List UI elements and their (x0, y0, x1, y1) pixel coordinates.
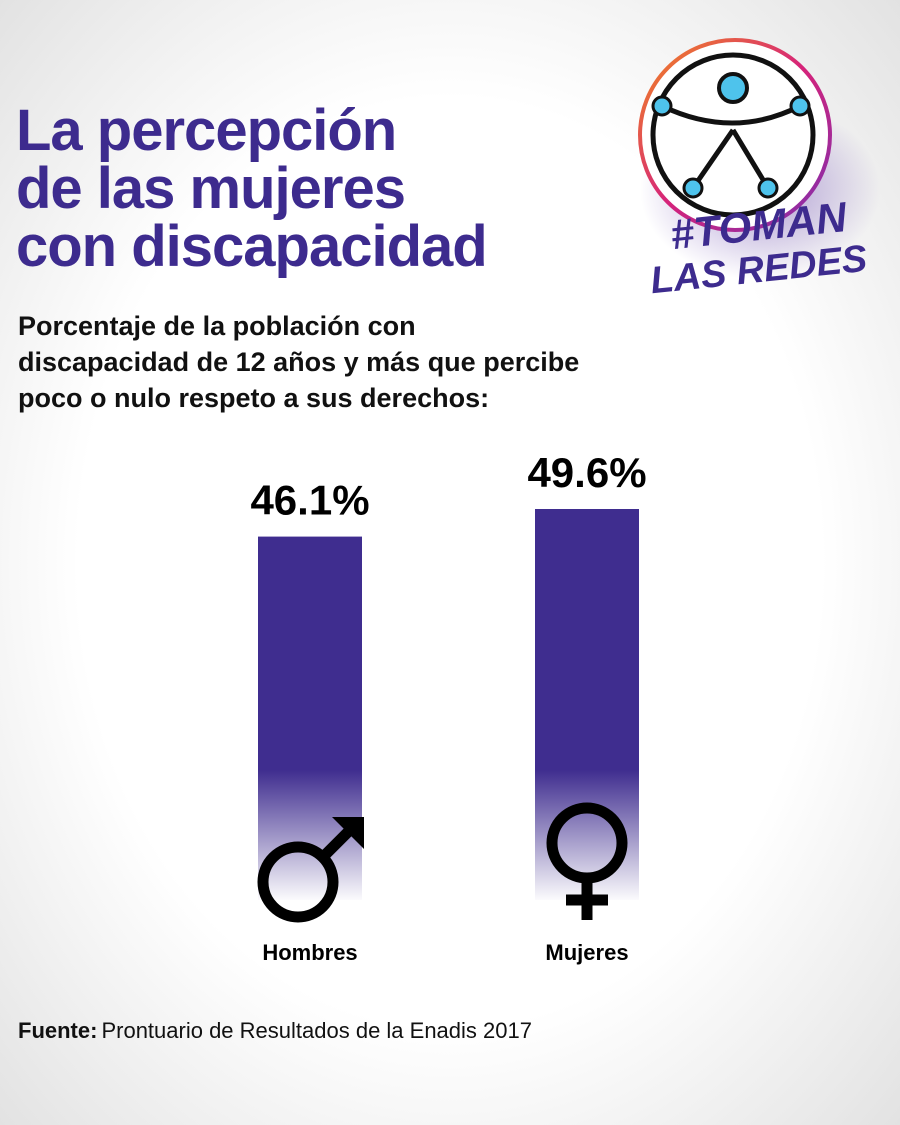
value-label: 46.1% (250, 477, 369, 524)
title-line: La percepción (16, 98, 396, 163)
subtitle-line: Porcentaje de la población con (18, 311, 416, 341)
logo-dot (651, 95, 673, 117)
value-label: 49.6% (527, 449, 646, 496)
logo-figure (660, 103, 802, 190)
logo: #TOMAN LAS REDES (638, 38, 880, 302)
male-arrowhead (332, 817, 364, 849)
subtitle-line: discapacidad de 12 años y más que percib… (18, 347, 579, 377)
subtitle-line: poco o nulo respeto a sus derechos: (18, 383, 489, 413)
subtitle: Porcentaje de la población con discapacid… (18, 311, 579, 413)
source-label: Fuente: (18, 1018, 97, 1043)
logo-head (717, 72, 749, 104)
source: Fuente: Prontuario de Resultados de la En… (18, 1018, 532, 1043)
logo-dot (757, 177, 779, 199)
female-symbol (546, 802, 628, 920)
title-line: de las mujeres (16, 156, 405, 221)
source-text: Prontuario de Resultados de la Enadis 20… (101, 1018, 532, 1043)
title-line: con discapacidad (16, 214, 487, 279)
logo-dot (789, 95, 811, 117)
logo-circle (650, 52, 816, 218)
category-label: Hombres (262, 940, 357, 965)
logo-dot (682, 177, 704, 199)
category-label: Mujeres (545, 940, 628, 965)
